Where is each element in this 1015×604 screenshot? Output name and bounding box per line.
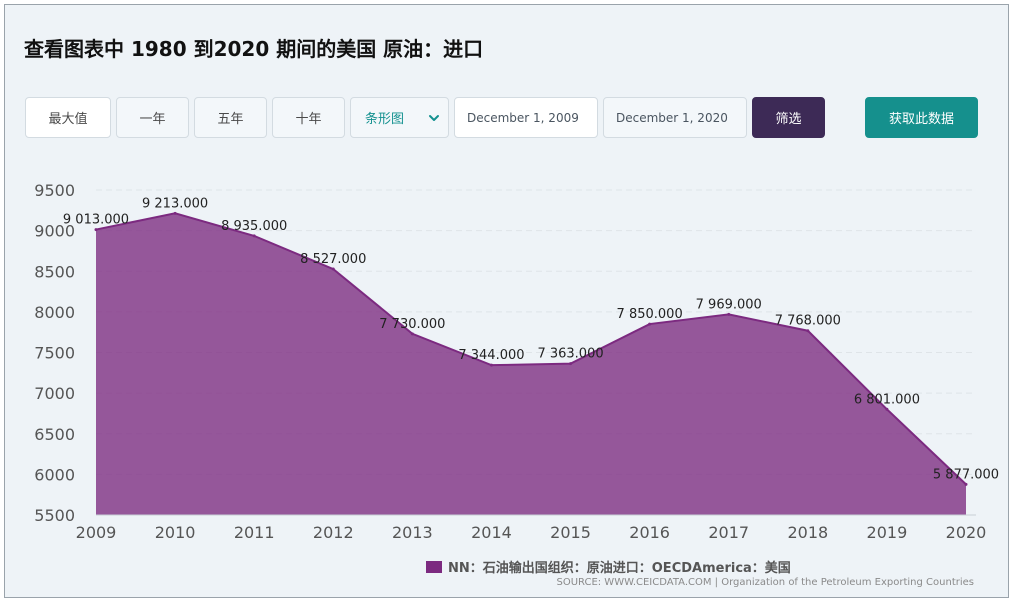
x-tick-label: 2010	[155, 523, 196, 542]
data-point	[806, 329, 810, 333]
chart-type-select-value: 条形图	[365, 112, 405, 127]
end-date-input[interactable]: December 1, 2020	[603, 97, 747, 138]
x-tick-label: 2016	[629, 523, 670, 542]
data-label: 5 877.000	[933, 467, 999, 482]
data-point	[94, 228, 98, 232]
data-label: 7 363.000	[537, 347, 603, 362]
area-chart: 5500 6000 6500 7000 7500 8000 8500 9000 9500 2009…	[34, 181, 999, 542]
data-label: 8 527.000	[300, 252, 366, 267]
x-tick-label: 2014	[471, 523, 512, 542]
x-tick-label: 2012	[313, 523, 354, 542]
x-tick-label: 2019	[867, 523, 908, 542]
chart-type-select[interactable]: 条形图	[350, 97, 449, 138]
legend-swatch	[426, 560, 442, 573]
data-label: 9 213.000	[142, 196, 208, 211]
x-tick-label: 2018	[787, 523, 828, 542]
series-line	[95, 212, 967, 486]
x-tick-label: 2020	[946, 523, 987, 542]
data-point	[569, 362, 573, 366]
series-area	[96, 213, 966, 515]
x-tick-label: 2017	[708, 523, 749, 542]
start-date-input[interactable]: December 1, 2009	[454, 97, 598, 138]
data-point	[964, 482, 968, 486]
x-tick-label: 2015	[550, 523, 591, 542]
y-tick-label: 7500	[34, 344, 75, 363]
data-point	[252, 234, 256, 238]
y-tick-label: 9500	[34, 181, 75, 200]
legend[interactable]: NN：石油输出国组织：原油进口：OECDAmerica：美国	[426, 557, 791, 576]
data-point	[331, 267, 335, 271]
data-label: 7 969.000	[696, 297, 762, 312]
data-label: 8 935.000	[221, 219, 287, 234]
range-5y-button[interactable]: 五年	[194, 97, 267, 138]
y-tick-label: 8500	[34, 262, 75, 281]
data-label: 7 850.000	[617, 307, 683, 322]
chart-title: 查看图表中 1980 到2020 期间的美国 原油：进口	[24, 37, 484, 61]
data-point	[885, 407, 889, 411]
range-10y-button[interactable]: 十年	[272, 97, 345, 138]
range-max-button[interactable]: 最大值	[25, 97, 111, 138]
x-tick-label: 2009	[76, 523, 117, 542]
data-point	[489, 363, 493, 367]
data-point	[727, 312, 731, 316]
filter-button[interactable]: 筛选	[752, 97, 825, 138]
range-1y-button[interactable]: 一年	[116, 97, 189, 138]
legend-label: NN：石油输出国组织：原油进口：OECDAmerica：美国	[448, 561, 791, 576]
data-label: 7 344.000	[458, 348, 524, 363]
source-note: SOURCE: WWW.CEICDATA.COM | Organization …	[556, 577, 974, 588]
data-label: 6 801.000	[854, 392, 920, 407]
data-point	[173, 211, 177, 215]
y-tick-label: 6500	[34, 425, 75, 444]
data-point	[648, 322, 652, 326]
chart-panel: 查看图表中 1980 到2020 期间的美国 原油：进口 最大值 一年 五年 十…	[4, 4, 1009, 598]
y-tick-label: 9000	[34, 222, 75, 241]
y-tick-label: 5500	[34, 506, 75, 525]
x-tick-label: 2013	[392, 523, 433, 542]
get-data-button[interactable]: 获取此数据	[865, 97, 978, 138]
x-tick-label: 2011	[234, 523, 275, 542]
y-tick-label: 6000	[34, 465, 75, 484]
y-tick-label: 8000	[34, 303, 75, 322]
data-point	[410, 332, 414, 336]
data-label: 7 768.000	[775, 314, 841, 329]
chevron-down-icon	[429, 114, 439, 121]
data-label: 9 013.000	[63, 213, 129, 228]
y-tick-label: 7000	[34, 384, 75, 403]
data-label: 7 730.000	[379, 317, 445, 332]
